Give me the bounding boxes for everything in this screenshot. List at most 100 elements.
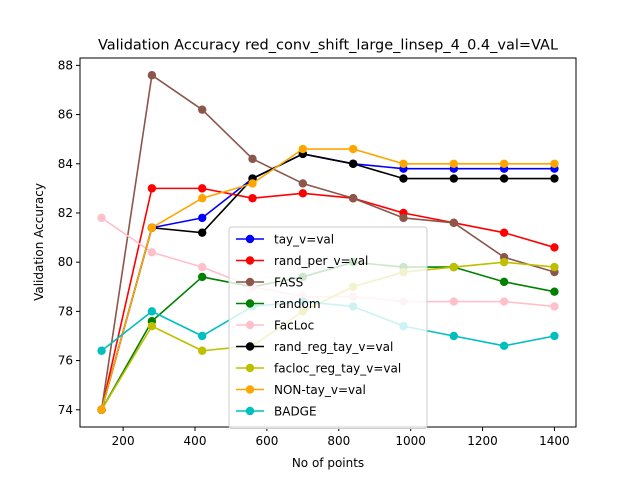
data-point <box>248 179 257 188</box>
legend-swatch-marker <box>245 234 255 244</box>
axis-ticks: 200 400 600 800 1000 1200 1400 74 76 78 80 82 84 86 88 <box>58 58 570 448</box>
legend-item: tay_v=val <box>236 233 334 247</box>
y-tick-label: 88 <box>58 58 73 72</box>
legend-item: facloc_reg_tay_v=val <box>236 362 401 376</box>
x-tick-label: 400 <box>184 434 207 448</box>
series-line <box>100 153 555 410</box>
x-tick-label: 1000 <box>395 434 426 448</box>
legend-item: FacLoc <box>236 319 314 333</box>
data-point <box>198 194 207 203</box>
legend-label: BADGE <box>274 405 317 419</box>
y-tick-label: 86 <box>58 108 73 122</box>
data-point <box>449 174 458 183</box>
data-point <box>348 194 358 203</box>
legend-label: FacLoc <box>274 319 314 333</box>
legend-label: tay_v=val <box>274 233 334 247</box>
y-tick-label: 82 <box>58 206 73 220</box>
data-point <box>449 218 458 228</box>
legend-swatch-marker <box>245 256 255 265</box>
x-tick-label: 600 <box>255 434 278 448</box>
y-axis-label: Validation Accuracy <box>32 183 46 301</box>
legend-box <box>228 226 428 429</box>
legend-swatch-marker <box>245 363 255 373</box>
data-point <box>550 287 559 296</box>
data-point <box>97 213 106 223</box>
data-point <box>399 174 408 183</box>
data-point <box>198 228 207 237</box>
data-point <box>499 341 509 351</box>
data-point <box>248 154 257 164</box>
data-point <box>147 71 157 80</box>
series-line <box>100 74 555 410</box>
data-point <box>550 159 559 168</box>
data-point <box>550 262 559 272</box>
data-point <box>198 272 207 282</box>
data-point <box>550 302 559 311</box>
data-point <box>198 213 207 223</box>
data-point <box>449 331 458 341</box>
data-point <box>550 174 559 183</box>
legend-item: rand_per_v=val <box>236 254 368 268</box>
x-tick-label: 200 <box>112 434 135 448</box>
legend-item: FASS <box>236 276 303 290</box>
data-point <box>298 179 308 188</box>
legend-label: NON-tay_v=val <box>274 383 366 397</box>
chart-title: Validation Accuracy red_conv_shift_large… <box>98 38 558 54</box>
data-point <box>449 262 458 272</box>
data-point <box>97 405 106 414</box>
legend-label: facloc_reg_tay_v=val <box>274 362 401 376</box>
data-point <box>550 243 559 252</box>
legend-swatch-marker <box>245 320 255 330</box>
legend-item: BADGE <box>236 405 317 419</box>
legend-item: random <box>236 297 321 311</box>
legend-label: random <box>274 297 321 311</box>
data-point <box>499 174 509 183</box>
series-line <box>100 187 555 410</box>
data-point <box>499 297 509 306</box>
data-point <box>399 159 408 168</box>
data-point <box>198 346 207 355</box>
data-point <box>348 144 358 154</box>
data-point <box>348 159 358 168</box>
data-point <box>298 189 308 198</box>
x-tick-label: 800 <box>327 434 350 448</box>
legend: tay_v=val rand_per_v=val FASS random FacLoc r… <box>228 226 428 429</box>
y-tick-label: 76 <box>58 354 73 368</box>
x-axis-label: No of points <box>292 456 364 470</box>
x-tick-label: 1200 <box>467 434 498 448</box>
x-tick-label: 1400 <box>539 434 570 448</box>
data-point <box>499 257 509 267</box>
data-point <box>198 262 207 272</box>
data-point <box>147 307 157 316</box>
legend-swatch-marker <box>245 406 255 416</box>
y-tick-label: 74 <box>58 403 73 417</box>
data-point <box>499 228 509 237</box>
data-point <box>198 331 207 341</box>
y-tick-label: 78 <box>58 304 73 318</box>
data-point <box>198 184 207 193</box>
data-point <box>550 331 559 341</box>
data-point <box>449 159 458 168</box>
data-point <box>198 105 207 114</box>
y-tick-label: 80 <box>58 255 73 269</box>
data-point <box>449 297 458 306</box>
data-point <box>147 223 157 232</box>
data-point <box>298 144 308 154</box>
data-point <box>147 321 157 331</box>
legend-swatch-marker <box>245 385 255 394</box>
series-line <box>100 148 555 410</box>
legend-swatch-marker <box>245 277 255 287</box>
data-point <box>248 194 257 203</box>
legend-swatch-marker <box>245 299 255 308</box>
legend-item: NON-tay_v=val <box>236 383 366 397</box>
series-7 <box>97 144 559 414</box>
data-point <box>147 248 157 257</box>
data-point <box>147 184 157 193</box>
legend-swatch-marker <box>245 342 255 351</box>
data-point <box>499 159 509 168</box>
y-tick-label: 84 <box>58 157 73 171</box>
legend-label: FASS <box>274 276 303 290</box>
legend-label: rand_reg_tay_v=val <box>274 340 393 354</box>
data-point <box>97 346 106 355</box>
